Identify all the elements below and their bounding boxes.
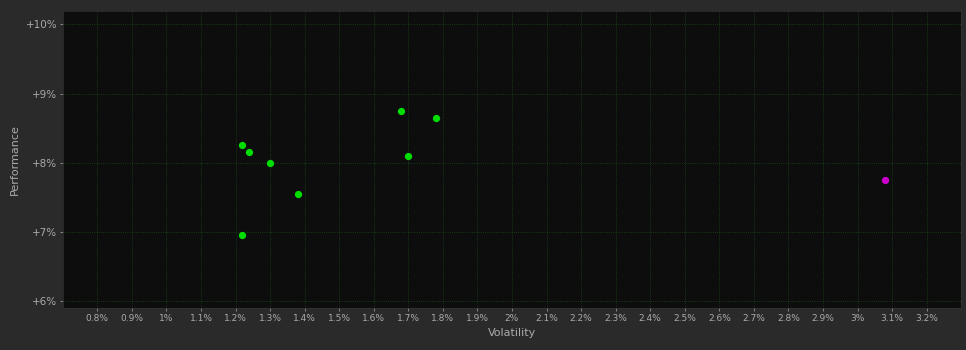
Point (263, 160, 278, 166)
Point (401, 153, 416, 159)
Y-axis label: Performance: Performance (10, 124, 20, 195)
Point (394, 108, 410, 114)
Point (428, 115, 443, 120)
Point (235, 232, 250, 238)
Point (235, 142, 250, 148)
Point (242, 149, 257, 155)
Point (290, 191, 305, 197)
Point (877, 177, 893, 183)
X-axis label: Volatility: Volatility (488, 328, 536, 338)
